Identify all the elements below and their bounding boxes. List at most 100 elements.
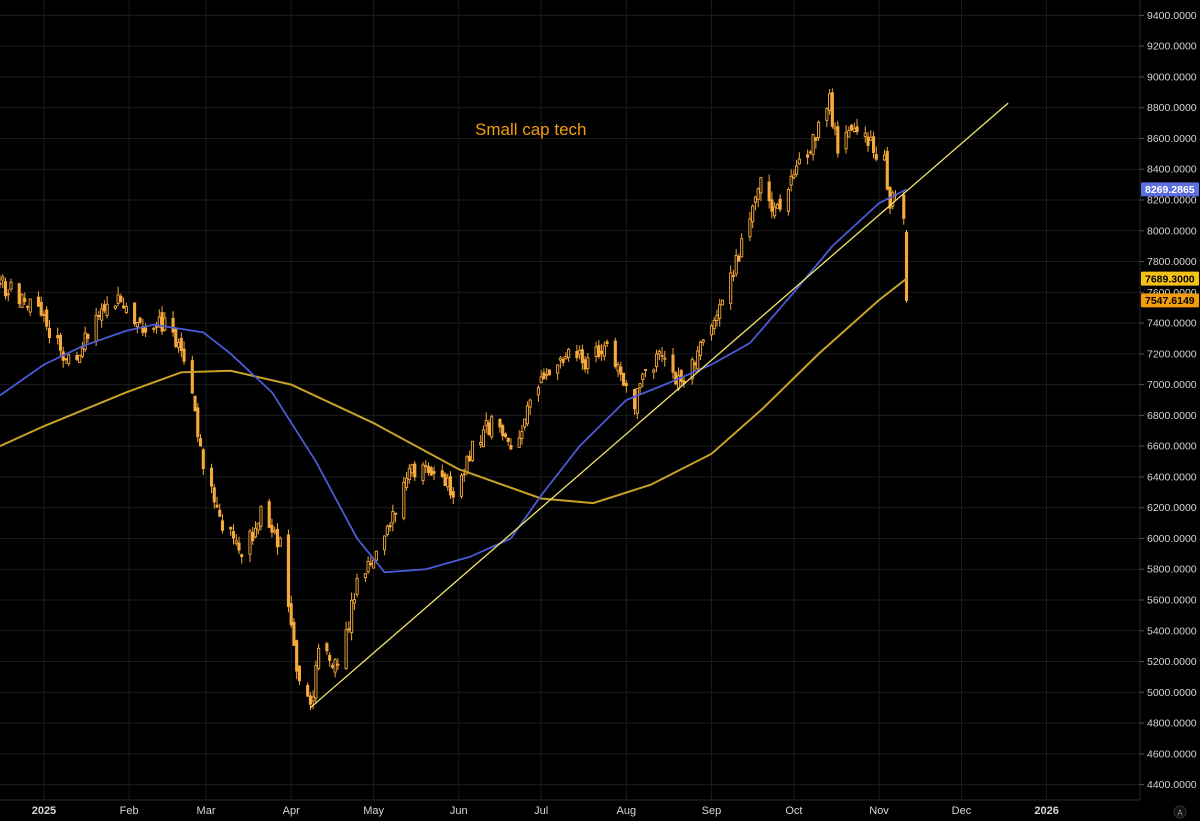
candle-body	[347, 628, 351, 631]
candle-body	[39, 301, 43, 316]
candle-body	[270, 524, 274, 533]
candle-body	[64, 358, 68, 361]
candle	[542, 368, 546, 380]
axis-auto-scale-button[interactable]	[1173, 805, 1187, 819]
candle-body	[198, 438, 203, 447]
candle-body	[3, 281, 8, 297]
candle-body	[451, 491, 455, 498]
candle	[547, 369, 551, 376]
candle	[113, 304, 117, 311]
candle	[336, 658, 340, 670]
candle-body	[767, 181, 771, 202]
candle-body	[413, 463, 417, 478]
candle-body	[336, 663, 340, 666]
candle	[693, 360, 697, 371]
candle	[613, 337, 617, 369]
y-tick-label: 5800.0000	[1147, 564, 1197, 576]
candle	[484, 412, 488, 434]
candle	[828, 89, 832, 115]
candle-body	[633, 389, 637, 410]
candle-body	[196, 407, 200, 438]
trendline[interactable]	[309, 102, 1009, 709]
candle	[622, 372, 626, 386]
candle	[509, 438, 513, 451]
candle	[715, 309, 719, 327]
candle	[671, 348, 675, 380]
candle	[426, 462, 431, 476]
axis-auto-scale-label[interactable]: A	[1177, 809, 1183, 818]
candle-body	[830, 92, 834, 127]
candle-body	[638, 383, 642, 389]
candle	[501, 423, 505, 441]
candle	[410, 463, 414, 477]
candle	[718, 298, 722, 327]
price-badge-background	[1141, 293, 1199, 308]
candle	[567, 347, 571, 363]
candle	[520, 424, 524, 445]
y-tick-label: 5400.0000	[1147, 625, 1197, 637]
candle	[80, 341, 84, 359]
candle-body	[144, 327, 148, 333]
candle	[712, 317, 716, 335]
x-tick-label: 2026	[1034, 805, 1058, 817]
candle-body	[753, 196, 757, 203]
candle	[366, 556, 370, 575]
candle	[289, 595, 293, 628]
candle-body	[308, 695, 312, 705]
candle	[600, 343, 604, 361]
candle	[363, 572, 367, 583]
candle-body	[325, 643, 329, 652]
candle	[47, 320, 51, 344]
candle	[652, 368, 656, 380]
y-tick-label: 5000.0000	[1147, 687, 1197, 699]
candle	[888, 185, 892, 215]
y-tick-label: 7400.0000	[1147, 318, 1197, 330]
candle	[792, 169, 796, 180]
x-axis-panel[interactable]	[0, 800, 1200, 821]
candle-body	[251, 532, 255, 542]
candle-body	[426, 466, 431, 473]
candle-body	[328, 654, 332, 661]
candle	[525, 401, 529, 427]
candle-body	[391, 511, 395, 524]
candle-body	[737, 256, 741, 262]
candle	[119, 293, 123, 303]
candle	[564, 352, 568, 360]
candle-body	[25, 305, 30, 308]
candle-body	[828, 93, 832, 111]
candle-body	[817, 121, 821, 139]
candle-body	[789, 175, 793, 186]
candle-body	[28, 298, 32, 313]
y-axis-panel[interactable]	[1140, 0, 1200, 800]
candle	[314, 660, 318, 705]
candle-body	[545, 374, 549, 377]
candle-body	[578, 349, 582, 355]
candle-body	[352, 599, 356, 604]
candle-body	[718, 304, 722, 319]
candle	[756, 187, 760, 208]
candle-body	[520, 431, 524, 439]
candle-body	[105, 303, 109, 316]
candle	[39, 296, 43, 317]
candle	[904, 229, 909, 304]
candle-body	[248, 530, 252, 555]
candle	[481, 425, 486, 448]
candle-body	[17, 283, 21, 305]
candle	[789, 169, 793, 192]
candle-body	[253, 527, 258, 538]
candle-body	[729, 272, 733, 304]
candle-body	[869, 136, 873, 141]
candle-body	[234, 540, 238, 544]
candle	[874, 146, 878, 162]
candle	[402, 476, 406, 521]
candle-body	[506, 437, 510, 442]
candle	[9, 278, 13, 292]
candle	[407, 464, 411, 484]
candle-body	[498, 419, 502, 428]
x-tick-label: 2025	[32, 805, 56, 817]
candle-body	[448, 476, 453, 496]
candle	[75, 351, 79, 362]
candle	[605, 339, 609, 348]
candle	[830, 88, 834, 129]
